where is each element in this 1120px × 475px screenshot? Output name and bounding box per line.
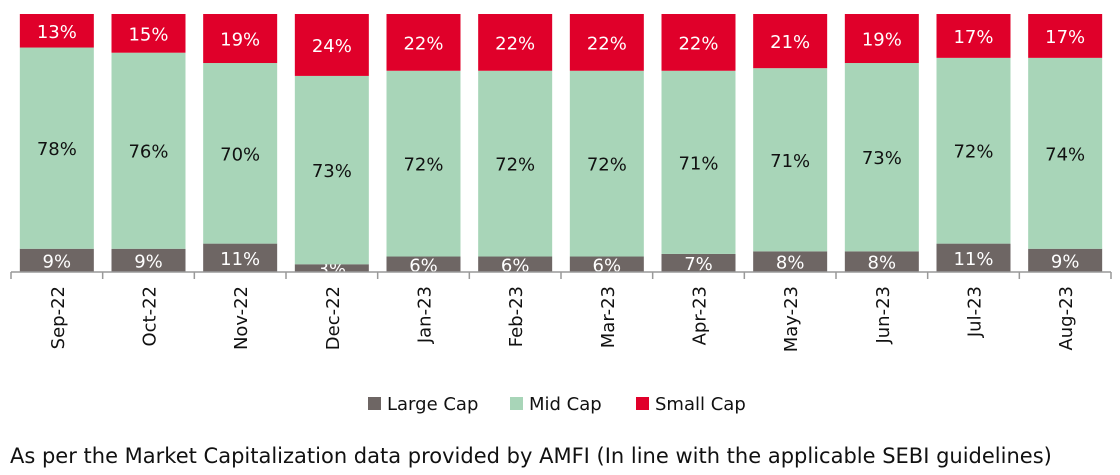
bar-small-cap-jun-23	[844, 14, 919, 64]
data-label-mid-cap-feb-23: 72%	[495, 155, 535, 176]
x-tick-label-may-23: May-23	[781, 286, 802, 352]
data-label-large-cap-jan-23: 6%	[409, 255, 438, 276]
data-label-small-cap-may-23: 21%	[770, 32, 810, 53]
bar-small-cap-oct-22	[111, 14, 186, 53]
bar-large-cap-sep-22	[19, 248, 94, 272]
bar-large-cap-jul-23	[936, 243, 1011, 272]
bar-mid-cap-feb-23	[478, 70, 553, 257]
x-tick-label-mar-23: Mar-23	[598, 286, 619, 348]
bar-mid-cap-apr-23	[661, 70, 736, 254]
bar-small-cap-aug-23	[1028, 14, 1103, 58]
data-label-mid-cap-nov-22: 70%	[220, 144, 260, 165]
bar-large-cap-nov-22	[203, 243, 278, 272]
bar-large-cap-apr-23	[661, 253, 736, 272]
legend-item-small-cap: Small Cap	[636, 394, 746, 415]
bar-mid-cap-may-23	[753, 68, 828, 252]
data-label-small-cap-mar-23: 22%	[587, 33, 627, 54]
bar-large-cap-aug-23	[1028, 248, 1103, 272]
bar-mid-cap-mar-23	[569, 70, 644, 257]
data-label-small-cap-jun-23: 19%	[862, 30, 902, 51]
footnote: As per the Market Capitalization data pr…	[10, 444, 1052, 468]
bar-large-cap-oct-22	[111, 248, 186, 272]
data-label-small-cap-jul-23: 17%	[953, 27, 993, 48]
data-label-mid-cap-aug-23: 74%	[1045, 144, 1085, 165]
bar-large-cap-mar-23	[569, 256, 644, 272]
legend-swatch	[368, 397, 381, 410]
stacked-bar-chart: 9% 78% 13% 9% 76% 15% 11% 70% 19% 3% 73% 24% 6% 72% 22…	[10, 14, 1112, 415]
x-tick-labels: Sep-22 Oct-22 Nov-22 Dec-22 Jan-23 Feb-23 Mar-…	[48, 286, 1077, 352]
bar-large-cap-jan-23	[386, 256, 461, 272]
data-label-mid-cap-jan-23: 72%	[403, 155, 443, 176]
bar-mid-cap-dec-22	[294, 75, 369, 265]
bar-small-cap-may-23	[753, 14, 828, 69]
data-label-small-cap-aug-23: 17%	[1045, 27, 1085, 48]
data-label-mid-cap-sep-22: 78%	[37, 139, 77, 160]
data-label-large-cap-feb-23: 6%	[501, 255, 530, 276]
x-tick-label-feb-23: Feb-23	[506, 286, 527, 347]
bar-mid-cap-aug-23	[1028, 57, 1103, 249]
data-label-large-cap-aug-23: 9%	[1051, 251, 1080, 272]
x-tick-label-jul-23: Jul-23	[965, 286, 986, 338]
bar-mid-cap-jan-23	[386, 70, 461, 257]
bar-small-cap-dec-22	[294, 14, 369, 76]
legend-swatch	[636, 397, 649, 410]
bar-small-cap-jul-23	[936, 14, 1011, 58]
x-tick-label-nov-22: Nov-22	[231, 286, 252, 350]
x-tick-label-apr-23: Apr-23	[690, 286, 711, 345]
legend-label: Large Cap	[387, 394, 478, 415]
legend: Large Cap Mid Cap Small Cap	[368, 394, 746, 415]
data-label-small-cap-jan-23: 22%	[403, 33, 443, 54]
x-axis	[10, 271, 1112, 279]
legend-label: Small Cap	[655, 394, 746, 415]
x-tick-label-aug-23: Aug-23	[1056, 286, 1077, 351]
bar-mid-cap-oct-22	[111, 52, 186, 249]
bars-group: 9% 78% 13% 9% 76% 15% 11% 70% 19% 3% 73% 24% 6% 72% 22…	[19, 14, 1103, 280]
x-tick-label-oct-22: Oct-22	[140, 286, 161, 347]
x-tick-label-dec-22: Dec-22	[323, 286, 344, 350]
bar-small-cap-nov-22	[203, 14, 278, 64]
bar-mid-cap-nov-22	[203, 63, 278, 244]
data-label-small-cap-sep-22: 13%	[37, 22, 77, 43]
legend-label: Mid Cap	[529, 394, 602, 415]
data-label-small-cap-oct-22: 15%	[128, 24, 168, 45]
data-label-small-cap-nov-22: 19%	[220, 30, 260, 51]
data-label-small-cap-dec-22: 24%	[312, 36, 352, 57]
bar-mid-cap-sep-22	[19, 47, 94, 249]
data-label-large-cap-jun-23: 8%	[868, 253, 897, 274]
data-label-mid-cap-apr-23: 71%	[678, 153, 718, 174]
bar-large-cap-feb-23	[478, 256, 553, 272]
x-tick-label-sep-22: Sep-22	[48, 286, 69, 349]
data-label-large-cap-sep-22: 9%	[43, 251, 72, 272]
data-label-mid-cap-jul-23: 72%	[953, 142, 993, 163]
bar-small-cap-feb-23	[478, 14, 553, 71]
x-tick-label-jun-23: Jun-23	[873, 286, 894, 345]
data-label-mid-cap-may-23: 71%	[770, 151, 810, 172]
x-tick-label-jan-23: Jan-23	[415, 286, 436, 344]
data-label-small-cap-feb-23: 22%	[495, 33, 535, 54]
data-label-mid-cap-mar-23: 72%	[587, 155, 627, 176]
data-label-large-cap-jul-23: 11%	[953, 249, 993, 270]
data-label-large-cap-dec-22: 3%	[318, 259, 347, 280]
data-label-small-cap-apr-23: 22%	[678, 33, 718, 54]
data-label-mid-cap-oct-22: 76%	[128, 142, 168, 163]
data-label-large-cap-may-23: 8%	[776, 253, 805, 274]
bar-small-cap-mar-23	[569, 14, 644, 71]
bar-small-cap-sep-22	[19, 14, 94, 48]
bar-large-cap-dec-22	[294, 264, 369, 272]
data-label-large-cap-oct-22: 9%	[134, 251, 163, 272]
legend-item-mid-cap: Mid Cap	[510, 394, 602, 415]
bar-large-cap-jun-23	[844, 251, 919, 272]
data-label-large-cap-apr-23: 7%	[684, 254, 713, 275]
bar-large-cap-may-23	[753, 251, 828, 272]
bar-small-cap-jan-23	[386, 14, 461, 71]
data-label-large-cap-mar-23: 6%	[593, 255, 622, 276]
bar-mid-cap-jul-23	[936, 57, 1011, 244]
legend-swatch	[510, 397, 523, 410]
data-label-mid-cap-jun-23: 73%	[862, 148, 902, 169]
data-label-large-cap-nov-22: 11%	[220, 249, 260, 270]
bar-mid-cap-jun-23	[844, 63, 919, 252]
legend-item-large-cap: Large Cap	[368, 394, 478, 415]
bar-small-cap-apr-23	[661, 14, 736, 71]
data-label-mid-cap-dec-22: 73%	[312, 161, 352, 182]
